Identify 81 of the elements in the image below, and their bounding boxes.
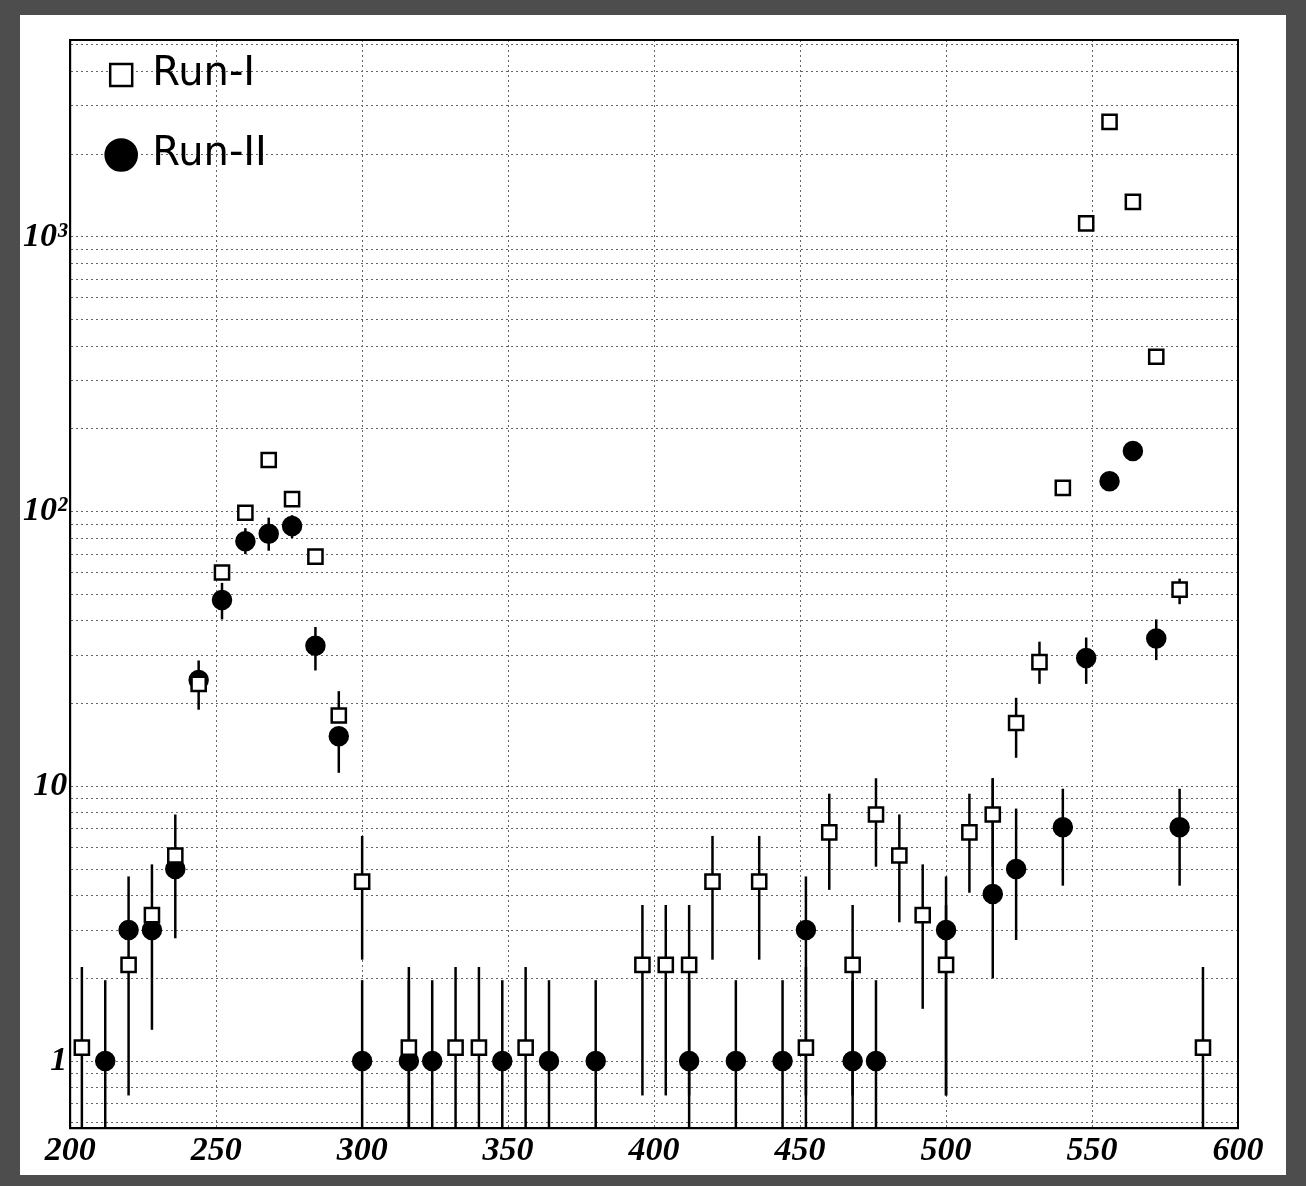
- y-tick-label: 1: [50, 1039, 68, 1077]
- point: [1005, 858, 1027, 880]
- x-tick-label: 250: [189, 1130, 242, 1168]
- point: [772, 1050, 793, 1072]
- point: [120, 956, 137, 974]
- point: [73, 1039, 91, 1056]
- point: [725, 1050, 747, 1072]
- point: [421, 1050, 443, 1072]
- point: [1194, 1039, 1212, 1056]
- point: [1054, 479, 1072, 497]
- point: [1124, 193, 1142, 211]
- point: [1169, 816, 1190, 838]
- point: [211, 589, 233, 611]
- y-tick-label: 10²: [22, 490, 68, 528]
- point: [634, 956, 651, 974]
- point: [680, 956, 698, 974]
- y-tick-label: 10: [33, 765, 68, 803]
- point: [982, 883, 1004, 905]
- point: [1147, 348, 1165, 366]
- point: [1007, 714, 1025, 732]
- point: [750, 873, 768, 890]
- point: [94, 1050, 116, 1072]
- legend-label: Run-II: [152, 128, 267, 175]
- point: [935, 919, 957, 941]
- point: [585, 1050, 606, 1072]
- point: [447, 1039, 464, 1056]
- point: [492, 1050, 513, 1072]
- point: [1122, 440, 1144, 462]
- point: [351, 1050, 373, 1072]
- point: [844, 956, 861, 974]
- point: [1171, 581, 1188, 598]
- x-tick-label: 200: [43, 1130, 96, 1168]
- x-tick-label: 500: [920, 1130, 972, 1168]
- point: [984, 806, 1002, 823]
- point: [891, 847, 908, 864]
- point: [704, 873, 721, 890]
- point: [260, 451, 278, 469]
- point: [213, 564, 231, 581]
- x-tick-label: 400: [627, 1130, 680, 1168]
- point: [118, 919, 139, 941]
- point: [795, 919, 817, 941]
- point: [328, 726, 350, 747]
- point: [307, 548, 324, 566]
- point: [1031, 653, 1048, 671]
- legend-label: Run-I: [152, 48, 256, 95]
- point: [1075, 647, 1097, 669]
- point: [1146, 628, 1167, 649]
- point: [797, 1039, 815, 1056]
- point: [867, 806, 885, 823]
- point: [281, 515, 303, 537]
- point: [865, 1050, 887, 1072]
- point: [143, 906, 161, 924]
- point: [353, 873, 371, 890]
- point: [1099, 470, 1120, 492]
- point: [305, 635, 326, 656]
- point: [820, 824, 838, 841]
- point: [961, 824, 978, 841]
- x-tick-label: 550: [1066, 1130, 1118, 1168]
- point: [657, 956, 675, 974]
- x-tick-label: 600: [1212, 1130, 1264, 1168]
- point: [258, 523, 279, 545]
- point: [842, 1050, 863, 1072]
- point: [1101, 113, 1118, 131]
- point: [914, 906, 932, 924]
- x-tick-label: 350: [481, 1130, 534, 1168]
- point: [470, 1039, 488, 1056]
- point: [166, 847, 184, 864]
- point: [517, 1039, 534, 1056]
- point: [1052, 816, 1074, 838]
- x-tick-label: 450: [773, 1130, 826, 1168]
- point: [937, 956, 955, 974]
- point: [237, 504, 254, 522]
- point: [235, 530, 256, 552]
- point: [538, 1050, 560, 1072]
- point: [678, 1050, 700, 1072]
- point: [283, 490, 301, 508]
- y-tick-label: 10³: [22, 215, 68, 253]
- point: [330, 707, 348, 724]
- x-tick-label: 300: [335, 1130, 388, 1168]
- point: [1077, 215, 1095, 232]
- point: [400, 1039, 418, 1056]
